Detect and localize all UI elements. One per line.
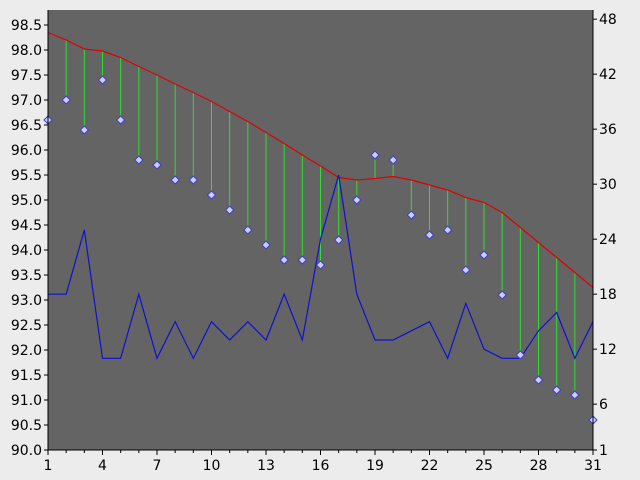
data-point-marker [261, 240, 271, 250]
y-left-tick-label: 98.5 [11, 18, 42, 34]
data-point-marker [551, 385, 562, 395]
x-tick-label: 7 [153, 458, 162, 474]
data-point-marker [206, 190, 217, 200]
data-point-marker [188, 175, 199, 185]
x-tick-label: 28 [530, 458, 548, 474]
y-right-tick-label: 30 [599, 177, 617, 193]
y-left-tick-label: 91.5 [11, 368, 42, 384]
data-point-marker [461, 265, 471, 275]
x-tick-label: 19 [366, 458, 384, 474]
left-axis: 90.0 90.5 91.0 91.5 92.0 92.5 93.0 93.5 94.0 94.5… [11, 18, 48, 459]
red-series-line [47, 31, 594, 288]
y-left-tick-label: 93.5 [11, 268, 42, 284]
y-left-tick-label: 94.5 [11, 218, 42, 234]
y-left-tick-label: 95.5 [11, 168, 42, 184]
data-point-marker [352, 195, 362, 205]
y-right-tick-label: 1 [599, 443, 608, 459]
y-left-tick-label: 97.0 [11, 93, 42, 109]
data-point-marker [533, 375, 544, 385]
data-point-marker [97, 75, 108, 85]
y-left-tick-label: 96.0 [11, 143, 42, 159]
data-point-marker [515, 350, 526, 360]
y-right-tick-label: 12 [599, 342, 617, 358]
x-tick-label: 16 [312, 458, 330, 474]
x-tick-label: 4 [98, 458, 107, 474]
x-tick-label: 10 [203, 458, 221, 474]
data-point-marker [224, 205, 235, 215]
data-point-marker [79, 125, 90, 135]
data-point-marker [370, 150, 380, 160]
y-left-tick-label: 97.5 [11, 68, 42, 84]
data-point-marker [297, 255, 308, 265]
y-left-tick-label: 91.0 [11, 393, 42, 409]
x-tick-label: 13 [257, 458, 275, 474]
data-point-marker [170, 175, 180, 185]
y-right-tick-label: 36 [599, 122, 617, 138]
right-axis: 1 6 12 18 24 30 36 42 48 [593, 12, 617, 459]
data-point-marker [315, 260, 326, 270]
y-left-tick-label: 93.0 [11, 293, 42, 309]
y-left-tick-label: 95.0 [11, 193, 42, 209]
data-point-marker [279, 255, 289, 265]
y-left-tick-label: 90.5 [11, 418, 42, 434]
data-point-marker [388, 155, 398, 165]
data-point-marker [424, 230, 435, 240]
data-point-marker [406, 210, 417, 220]
blue-series [48, 174, 594, 360]
y-right-tick-label: 42 [599, 67, 617, 83]
data-point-marker [479, 250, 489, 260]
data-point-marker [115, 115, 126, 125]
data-point-marker [134, 155, 144, 165]
x-axis: 1 4 7 10 13 16 19 22 25 28 31 [44, 450, 602, 474]
data-point-marker [333, 235, 344, 245]
x-tick-label: 22 [421, 458, 439, 474]
y-right-tick-label: 24 [599, 232, 617, 248]
y-left-tick-label: 92.0 [11, 343, 42, 359]
marker-series [43, 75, 598, 425]
y-right-tick-label: 6 [599, 397, 608, 413]
data-point-marker [61, 95, 71, 105]
y-right-tick-label: 48 [599, 12, 617, 28]
data-point-marker [442, 225, 453, 235]
red-series [47, 31, 594, 288]
y-left-tick-label: 96.5 [11, 118, 42, 134]
y-left-tick-label: 92.5 [11, 318, 42, 334]
x-tick-label: 25 [475, 458, 493, 474]
data-point-marker [152, 160, 162, 170]
y-left-tick-label: 94.0 [11, 243, 42, 259]
y-left-tick-label: 98.0 [11, 43, 42, 59]
data-point-marker [570, 390, 580, 400]
blue-series-line [48, 174, 594, 360]
drop-lines [47, 32, 594, 420]
data-point-marker [243, 225, 253, 235]
x-tick-label: 1 [44, 458, 53, 474]
y-right-tick-label: 18 [599, 287, 617, 303]
data-point-marker [497, 290, 507, 300]
y-left-tick-label: 90.0 [11, 443, 42, 459]
x-tick-label: 31 [584, 458, 602, 474]
